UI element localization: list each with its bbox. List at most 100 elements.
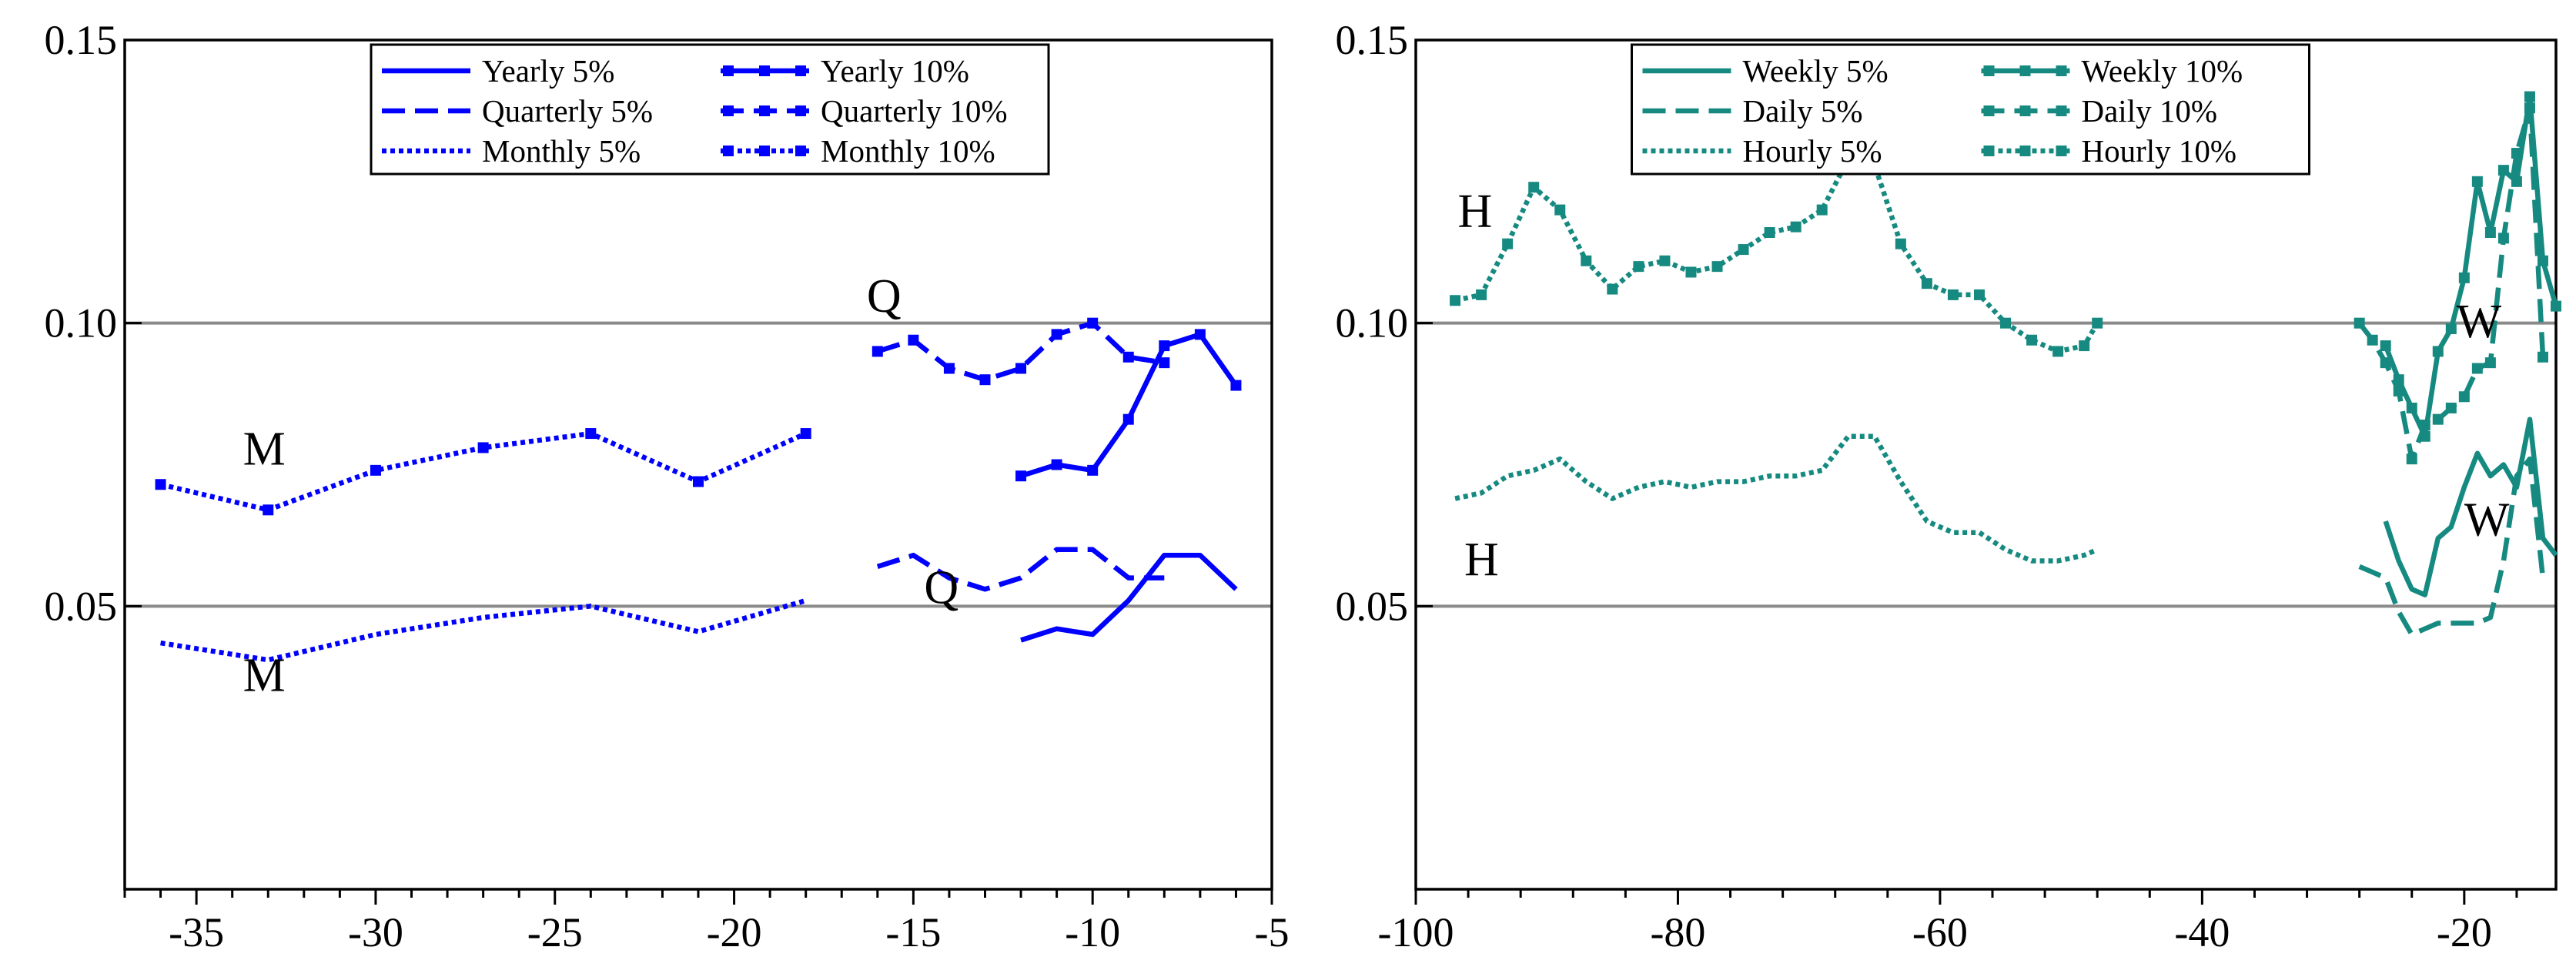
data-point <box>477 442 489 453</box>
y-tick-label: 0.15 <box>45 17 118 63</box>
legend-marker <box>795 146 806 156</box>
data-point <box>2471 176 2483 187</box>
data-point <box>1633 261 1644 273</box>
legend-item-daily-10pct: Daily 10% <box>1981 93 2217 129</box>
data-point <box>2497 165 2509 176</box>
legend-item-daily-5pct: Daily 5% <box>1642 93 1863 129</box>
legend-marker <box>2056 105 2067 116</box>
series-annotation: Q <box>924 562 958 614</box>
data-point <box>1816 204 1828 216</box>
series-line <box>2358 456 2546 637</box>
legend-item-weekly-5pct: Weekly 5% <box>1642 53 1889 89</box>
legend-item-quarterly-10pct: Quarterly 10% <box>721 93 1008 129</box>
x-tick-label: -60 <box>1912 909 1968 955</box>
series-line <box>876 320 1165 383</box>
data-point <box>370 464 381 476</box>
data-point <box>585 428 597 440</box>
legend-marker <box>1983 65 1995 76</box>
legend: Yearly 5% Quarterly 5% Monthly 5% Yearly 10… <box>370 43 1050 176</box>
legend-marker <box>2056 65 2067 76</box>
data-point <box>1895 238 1906 249</box>
data-point <box>1711 261 1723 273</box>
legend-label: Weekly 5% <box>1743 53 1889 89</box>
data-point <box>2524 91 2535 102</box>
data-point <box>1122 351 1134 363</box>
data-point <box>2380 340 2391 352</box>
legend-marker <box>2056 146 2067 156</box>
data-point <box>908 334 919 346</box>
data-point <box>1947 289 1959 300</box>
data-point <box>1051 459 1062 470</box>
data-point <box>2354 317 2365 329</box>
data-point <box>2367 334 2378 346</box>
data-point <box>2537 351 2548 363</box>
data-point <box>263 504 274 516</box>
legend-marker <box>723 105 734 116</box>
x-tick-label: -10 <box>1065 909 1120 955</box>
data-point <box>943 363 955 374</box>
series-hourly-5pct <box>1454 433 2099 564</box>
data-point <box>1450 295 1461 306</box>
series-yearly-10pct <box>1015 329 1242 482</box>
legend-marker <box>1983 146 1995 156</box>
legend-marker <box>723 146 734 156</box>
series-daily-10pct <box>2354 102 2548 465</box>
data-point <box>2092 317 2103 329</box>
legend-label: Quarterly 5% <box>482 93 653 129</box>
data-point <box>1051 329 1062 340</box>
legend-marker <box>795 105 806 116</box>
data-point <box>2524 102 2535 114</box>
data-point <box>693 476 704 487</box>
data-point <box>1087 317 1099 329</box>
legend-marker <box>795 65 806 76</box>
data-point <box>2419 420 2430 431</box>
series-line <box>2383 417 2558 597</box>
legend-box <box>1631 43 2310 176</box>
data-point <box>1528 182 1540 193</box>
data-point <box>1790 221 1802 233</box>
data-point <box>1921 278 1932 289</box>
y-tick-label: 0.05 <box>45 583 118 629</box>
x-tick-label: -100 <box>1378 909 1454 955</box>
data-point <box>1581 255 1592 266</box>
data-point <box>2484 227 2496 239</box>
chart-panel-right: 0.05 0.10 0.15 -100 -80 -60 -40 -20 H H W W Weekly 5… <box>1336 17 2561 955</box>
data-point <box>2000 317 2012 329</box>
data-point <box>2511 148 2522 159</box>
data-point <box>155 479 166 490</box>
x-tick-label: -80 <box>1650 909 1705 955</box>
data-point <box>1607 283 1618 295</box>
data-point <box>800 428 811 440</box>
data-point <box>2406 453 2417 465</box>
legend-label: Monthly 5% <box>482 133 641 169</box>
plot-frame <box>1414 38 2558 891</box>
legend-item-hourly-5pct: Hourly 5% <box>1642 133 1882 169</box>
x-tick-label: -25 <box>527 909 583 955</box>
legend-item-monthly-10pct: Monthly 10% <box>721 133 995 169</box>
data-point <box>2406 402 2417 413</box>
x-tick-label: -20 <box>707 909 762 955</box>
legend-item-quarterly-5pct: Quarterly 5% <box>382 93 653 129</box>
legend-marker <box>759 105 770 116</box>
legend: Weekly 5% Daily 5% Hourly 5% Weekly 10% Dail… <box>1631 43 2310 176</box>
data-point <box>1230 380 1242 391</box>
legend-item-yearly-10pct: Yearly 10% <box>721 53 969 89</box>
data-point <box>1015 470 1027 482</box>
data-point <box>2497 233 2509 244</box>
data-point <box>2380 357 2391 369</box>
legend-label: Quarterly 10% <box>821 93 1008 129</box>
legend-marker <box>1983 105 1995 116</box>
legend-item-monthly-5pct: Monthly 5% <box>382 133 641 169</box>
data-point <box>2445 323 2457 335</box>
series-quarterly-10pct <box>871 317 1170 386</box>
series-line <box>876 547 1165 592</box>
series-annotation: W <box>2464 494 2510 546</box>
data-point <box>1764 227 1775 239</box>
data-point <box>1015 363 1027 374</box>
series-annotation: Q <box>867 270 902 323</box>
x-tick-label: -40 <box>2174 909 2230 955</box>
data-point <box>2484 357 2496 369</box>
legend-label: Hourly 10% <box>2082 133 2237 169</box>
